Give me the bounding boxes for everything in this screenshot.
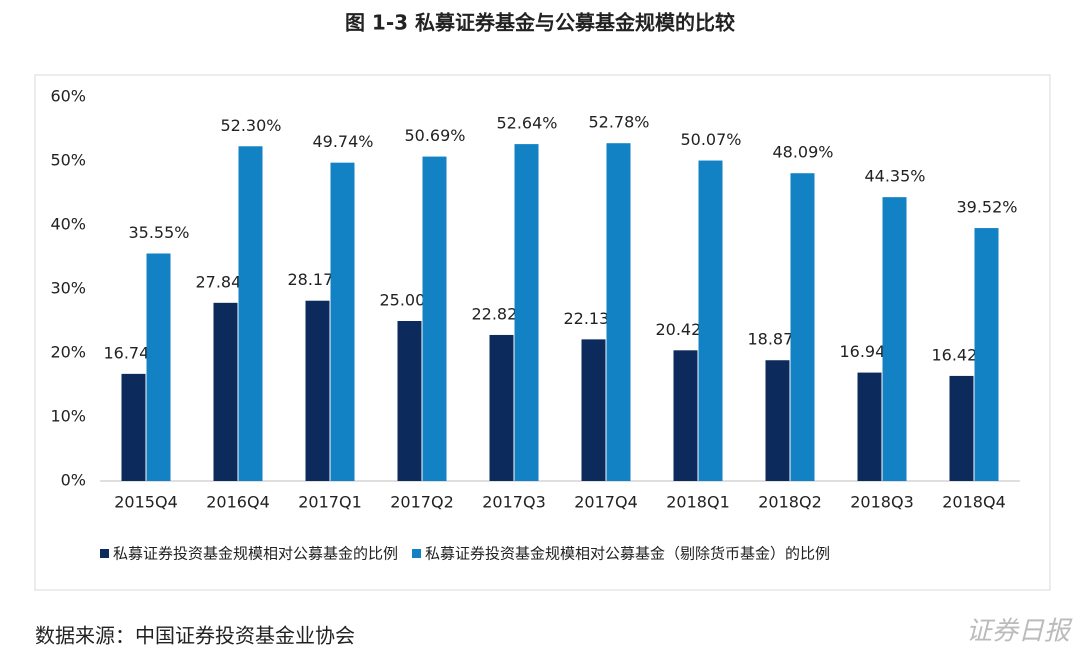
- bar: [974, 228, 999, 481]
- bar: [514, 144, 539, 481]
- x-tick-label: 2018Q2: [758, 493, 822, 512]
- x-tick-label: 2017Q4: [574, 493, 638, 512]
- legend-swatch: [412, 549, 422, 558]
- value-label: 35.55%: [128, 223, 189, 242]
- bar: [698, 160, 723, 481]
- bar: [121, 373, 146, 481]
- source-note: 数据来源：中国证券投资基金业协会: [35, 624, 355, 648]
- bar: [146, 253, 171, 481]
- x-tick-label: 2017Q2: [390, 493, 454, 512]
- bar: [489, 334, 514, 481]
- y-tick-label: 20%: [50, 343, 86, 362]
- bar: [857, 372, 882, 481]
- x-tick-label: 2018Q1: [666, 493, 730, 512]
- value-label: 49.74%: [312, 132, 373, 151]
- y-tick-label: 50%: [50, 151, 86, 170]
- value-label: 50.07%: [680, 130, 741, 149]
- y-tick-label: 0%: [61, 471, 86, 490]
- legend-swatch: [100, 549, 109, 558]
- y-tick-label: 40%: [50, 215, 86, 234]
- bar: [673, 350, 698, 481]
- bar: [397, 321, 422, 481]
- chart-frame: [34, 74, 1051, 591]
- bar: [213, 302, 238, 481]
- bar: [882, 197, 907, 481]
- value-label: 52.64%: [496, 114, 557, 133]
- x-tick-label: 2015Q4: [114, 493, 178, 512]
- y-tick-label: 10%: [50, 407, 86, 426]
- bar: [790, 173, 815, 481]
- x-tick-label: 2016Q4: [206, 493, 270, 512]
- bar: [238, 146, 263, 481]
- bar: [765, 360, 790, 481]
- value-label: 39.52%: [956, 198, 1017, 217]
- chart-title: 图 1-3 私募证券基金与公募基金规模的比较: [345, 11, 735, 35]
- legend-label: 私募证券投资基金规模相对公募基金的比例: [113, 545, 398, 563]
- value-label: 52.30%: [220, 116, 281, 135]
- value-label: 44.35%: [864, 167, 925, 186]
- x-tick-label: 2018Q4: [942, 493, 1006, 512]
- bar: [330, 162, 355, 481]
- x-tick-label: 2017Q1: [298, 493, 362, 512]
- y-tick-label: 30%: [50, 279, 86, 298]
- bar: [581, 339, 606, 481]
- value-label: 52.78%: [588, 113, 649, 132]
- value-label: 48.09%: [772, 143, 833, 162]
- bar: [606, 143, 631, 481]
- bar: [422, 156, 447, 482]
- value-label: 50.69%: [404, 126, 465, 145]
- x-tick-label: 2018Q3: [850, 493, 914, 512]
- watermark: 证券日报: [966, 617, 1073, 647]
- x-tick-label: 2017Q3: [482, 493, 546, 512]
- legend-label: 私募证券投资基金规模相对公募基金（剔除货币基金）的比例: [425, 545, 830, 563]
- bar: [305, 300, 330, 481]
- y-tick-label: 60%: [50, 87, 86, 106]
- bar: [949, 375, 974, 481]
